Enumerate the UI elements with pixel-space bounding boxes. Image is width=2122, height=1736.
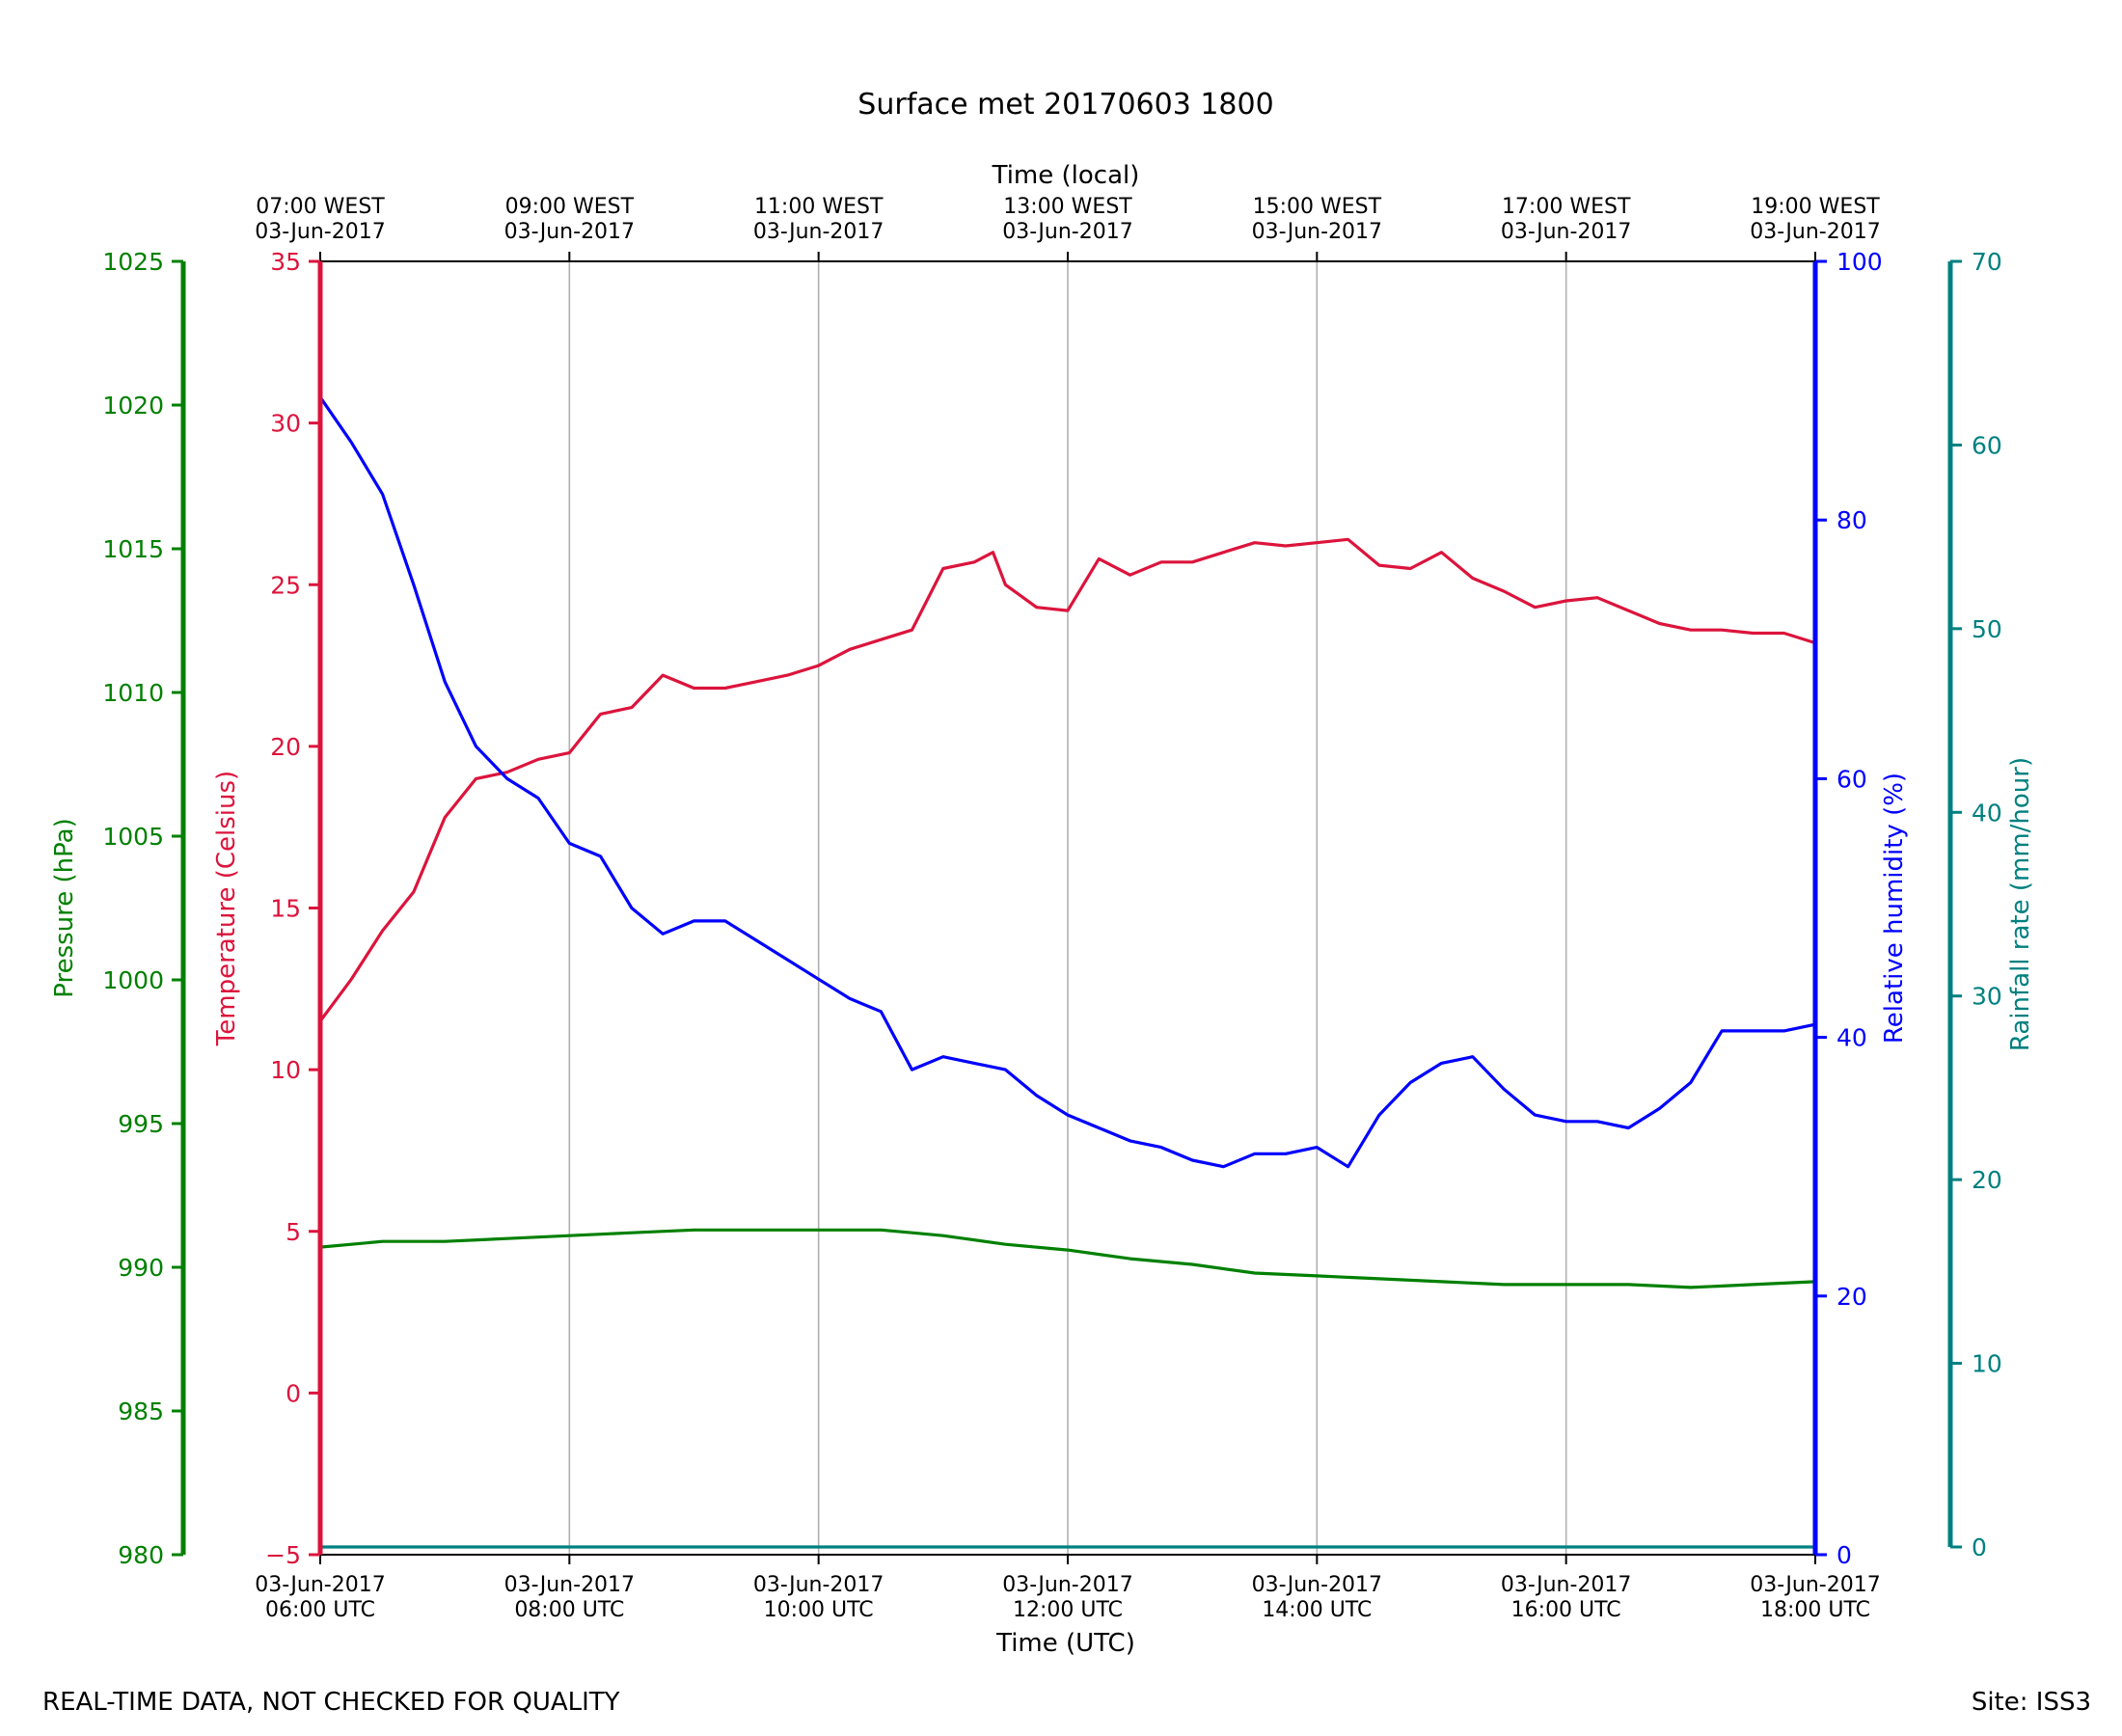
x-tick-local-date-0: 03-Jun-2017 [255, 220, 385, 244]
humidity-tick-label-1: 20 [1836, 1283, 1867, 1311]
top-axis-label: Time (local) [992, 161, 1140, 190]
temperature-tick-label-5: 20 [270, 733, 301, 761]
pressure-tick-label-9: 1025 [102, 248, 164, 276]
x-tick-local-time-4: 15:00 WEST [1253, 195, 1382, 219]
x-tick-local-date-3: 03-Jun-2017 [1002, 220, 1132, 244]
temperature-tick-label-4: 15 [270, 895, 301, 923]
temperature-tick-label-8: 35 [270, 248, 301, 276]
pressure-axis-label: Pressure (hPa) [50, 818, 79, 998]
temperature-tick-label-0: −5 [265, 1541, 301, 1569]
x-tick-local-date-6: 03-Jun-2017 [1750, 220, 1880, 244]
series-layer [318, 395, 1816, 1549]
x-tick-utc-time-3: 12:00 UTC [1013, 1598, 1123, 1622]
rainfall-tick-label-1: 10 [1972, 1350, 2002, 1378]
x-tick-utc-date-4: 03-Jun-2017 [1252, 1573, 1382, 1597]
x-tick-utc-date-5: 03-Jun-2017 [1501, 1573, 1631, 1597]
x-tick-local-time-5: 17:00 WEST [1502, 195, 1631, 219]
rainfall-tick-label-3: 30 [1972, 983, 2002, 1011]
pressure-tick-label-6: 1010 [102, 679, 164, 707]
x-tick-utc-date-0: 03-Jun-2017 [255, 1573, 385, 1597]
pressure-tick-label-5: 1005 [102, 823, 164, 851]
temperature-axis-label: Temperature (Celsius) [212, 771, 241, 1046]
rainfall-tick-label-7: 70 [1972, 248, 2002, 276]
x-tick-utc-date-1: 03-Jun-2017 [504, 1573, 635, 1597]
humidity-tick-label-3: 60 [1836, 765, 1867, 793]
x-tick-utc-date-2: 03-Jun-2017 [753, 1573, 884, 1597]
temperature-tick-label-7: 30 [270, 410, 301, 438]
rainfall-tick-label-4: 40 [1972, 799, 2002, 827]
pressure-tick-label-3: 995 [118, 1110, 164, 1138]
humidity-tick-label-4: 80 [1836, 506, 1867, 534]
x-tick-local-time-6: 19:00 WEST [1751, 195, 1880, 219]
pressure-tick-label-7: 1015 [102, 535, 164, 563]
x-tick-utc-time-1: 08:00 UTC [514, 1598, 624, 1622]
gridlines [568, 261, 1567, 1555]
temperature-tick-label-6: 25 [270, 571, 301, 599]
pressure-tick-label-8: 1020 [102, 392, 164, 420]
temperature-tick-label-2: 5 [286, 1218, 301, 1246]
x-tick-utc-date-3: 03-Jun-2017 [1002, 1573, 1132, 1597]
series-line-temperature [318, 537, 1816, 1022]
site-label: Site: ISS3 [1971, 1688, 2091, 1717]
x-tick-local-time-2: 11:00 WEST [754, 195, 884, 219]
x-tick-utc-date-6: 03-Jun-2017 [1750, 1573, 1880, 1597]
x-axis-label: Time (UTC) [995, 1629, 1135, 1658]
rainfall-tick-label-2: 20 [1972, 1166, 2002, 1194]
pressure-tick-label-2: 990 [118, 1254, 164, 1282]
humidity-tick-label-5: 100 [1836, 248, 1883, 276]
x-tick-local-date-2: 03-Jun-2017 [753, 220, 884, 244]
x-tick-utc-time-2: 10:00 UTC [764, 1598, 874, 1622]
x-tick-utc-time-4: 14:00 UTC [1262, 1598, 1372, 1622]
humidity-tick-label-0: 0 [1836, 1541, 1852, 1569]
series-line-relative-humidity [318, 395, 1816, 1169]
x-tick-local-date-1: 03-Jun-2017 [504, 220, 635, 244]
temperature-tick-label-3: 10 [270, 1056, 301, 1084]
rainfall-tick-label-6: 60 [1972, 431, 2002, 459]
rainfall-tick-label-5: 50 [1972, 615, 2002, 643]
rainfall-axis-label: Rainfall rate (mm/hour) [2006, 757, 2035, 1051]
x-tick-local-time-0: 07:00 WEST [256, 195, 385, 219]
chart-title: Surface met 20170603 1800 [857, 88, 1273, 122]
pressure-tick-label-0: 980 [118, 1541, 164, 1569]
series-line-pressure [319, 1228, 1816, 1289]
pressure-tick-label-1: 985 [118, 1397, 164, 1425]
rainfall-tick-label-0: 0 [1972, 1533, 1987, 1561]
temperature-tick-label-1: 0 [286, 1379, 301, 1407]
x-tick-utc-time-0: 06:00 UTC [265, 1598, 375, 1622]
quality-disclaimer: REAL-TIME DATA, NOT CHECKED FOR QUALITY [42, 1688, 620, 1717]
x-tick-utc-time-5: 16:00 UTC [1511, 1598, 1621, 1622]
humidity-axis-label: Relative humidity (%) [1880, 773, 1909, 1044]
x-tick-local-date-4: 03-Jun-2017 [1252, 220, 1382, 244]
x-tick-local-date-5: 03-Jun-2017 [1501, 220, 1631, 244]
pressure-tick-label-4: 1000 [102, 966, 164, 994]
x-tick-utc-time-6: 18:00 UTC [1760, 1598, 1870, 1622]
x-tick-local-time-1: 09:00 WEST [505, 195, 635, 219]
x-tick-local-time-3: 13:00 WEST [1003, 195, 1132, 219]
humidity-tick-label-2: 40 [1836, 1024, 1867, 1052]
